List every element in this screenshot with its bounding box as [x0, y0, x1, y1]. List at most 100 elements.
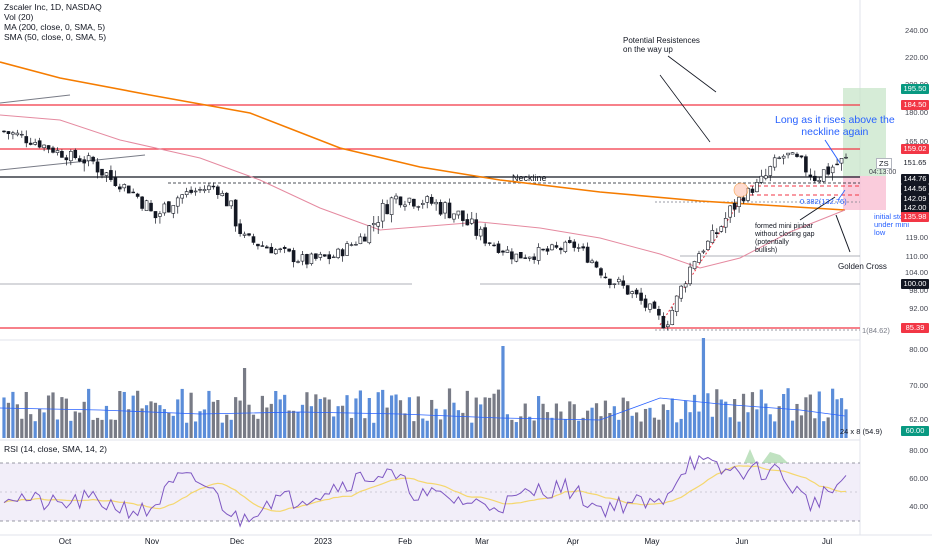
time-axis-label: 2023 [314, 537, 332, 546]
volume-marker-label: 24 x 8 (54.9) [840, 427, 883, 436]
volume-bar [684, 400, 688, 438]
volume-bars-group [2, 338, 848, 438]
candle-body [438, 201, 443, 215]
volume-bar [519, 416, 523, 438]
long-stop-zone [843, 176, 886, 210]
candle-body [193, 190, 198, 193]
volume-bar [323, 397, 327, 438]
candle-body [37, 140, 42, 148]
volume-bar [795, 403, 799, 438]
candle-body [216, 186, 220, 195]
volume-bar [715, 389, 719, 438]
candle-body [229, 200, 234, 207]
price-tick-label: 104.00 [905, 268, 928, 277]
candle-body [256, 243, 260, 247]
candle-body [24, 136, 29, 144]
candle-body [412, 198, 416, 207]
candle-body [532, 256, 536, 260]
volume-bar [113, 419, 117, 438]
volume-bar [612, 406, 616, 438]
rsi-overbought-fill [744, 449, 788, 463]
candle-body [536, 247, 541, 261]
candle-body [706, 240, 710, 250]
volume-bar [38, 408, 42, 438]
volume-bar [586, 410, 590, 438]
volume-bar [545, 412, 550, 438]
candle-body [790, 152, 795, 155]
volume-bar [421, 418, 425, 438]
candle-body [327, 254, 332, 260]
candle-body [144, 200, 149, 211]
wedge-upper-line [0, 94, 71, 104]
sma50-legend[interactable]: SMA (50, close, 0, SMA, 5) [4, 32, 107, 42]
volume-bar [332, 416, 336, 438]
volume-bar [15, 404, 19, 438]
volume-bar [6, 402, 11, 438]
candle-body [817, 180, 822, 182]
volume-legend[interactable]: Vol (20) [4, 12, 34, 22]
candle-body [599, 268, 603, 276]
volume-bar [528, 416, 532, 438]
volume-bar [603, 400, 608, 438]
candle-body [697, 253, 701, 263]
candle-body [113, 177, 118, 187]
candle-body [345, 243, 349, 256]
volume-bar [247, 404, 251, 438]
volume-bar [661, 404, 665, 438]
ma200-legend[interactable]: MA (200, close, 0, SMA, 5) [4, 22, 106, 32]
rsi-legend[interactable]: RSI (14, close, SMA, 14, 2) [4, 444, 107, 454]
volume-bar [189, 392, 193, 438]
volume-bar [87, 388, 91, 438]
volume-bar [202, 409, 207, 438]
candle-body [612, 283, 617, 285]
volume-bar [635, 412, 639, 438]
volume-bar [724, 401, 728, 438]
volume-bar [153, 402, 158, 438]
volume-bar [470, 422, 474, 438]
candle-body [715, 232, 719, 235]
candle-body [318, 253, 323, 258]
volume-bar [773, 421, 777, 438]
candle-body [755, 182, 759, 193]
candle-body [461, 210, 465, 221]
volume-bar [296, 412, 300, 438]
potential-resistances-note: Potential Resistences on the way up [623, 36, 700, 54]
candle-body [233, 199, 238, 227]
volume-bar [648, 407, 652, 438]
candle-body [443, 202, 447, 214]
candle-body [403, 204, 407, 207]
candle-body [207, 185, 211, 191]
volume-bar [608, 413, 612, 438]
price-tick-label: 165.00 [905, 137, 928, 146]
volume-bar [314, 394, 318, 438]
volume-bar [438, 419, 443, 438]
volume-bar [51, 392, 55, 438]
volume-bar [260, 395, 264, 438]
chart-title[interactable]: Zscaler Inc, 1D, NASDAQ [4, 2, 102, 12]
candle-body [683, 283, 688, 288]
volume-bar [64, 398, 68, 438]
volume-bar [291, 410, 296, 438]
candle-body [581, 246, 585, 249]
volume-bar [447, 388, 452, 438]
neckline-label: Neckline [512, 173, 547, 183]
time-axis-label: Jul [821, 537, 833, 546]
volume-bar [630, 415, 634, 438]
volume-bar [176, 399, 180, 438]
candle-body [737, 196, 741, 207]
arrow-resistance-1 [667, 55, 717, 93]
candle-body [394, 195, 398, 200]
candle-body [447, 202, 452, 219]
volume-bar [501, 346, 505, 438]
volume-bar [385, 407, 389, 438]
candle-body [398, 196, 403, 206]
rsi-tick-label: 80.00 [909, 446, 928, 455]
candle-body [518, 252, 523, 259]
volume-bar [768, 414, 772, 438]
candle-body [100, 168, 104, 176]
volume-bar [643, 408, 648, 438]
volume-bar [136, 390, 140, 438]
symbol-tag[interactable]: ZS [876, 158, 892, 169]
volume-bar [577, 420, 581, 438]
